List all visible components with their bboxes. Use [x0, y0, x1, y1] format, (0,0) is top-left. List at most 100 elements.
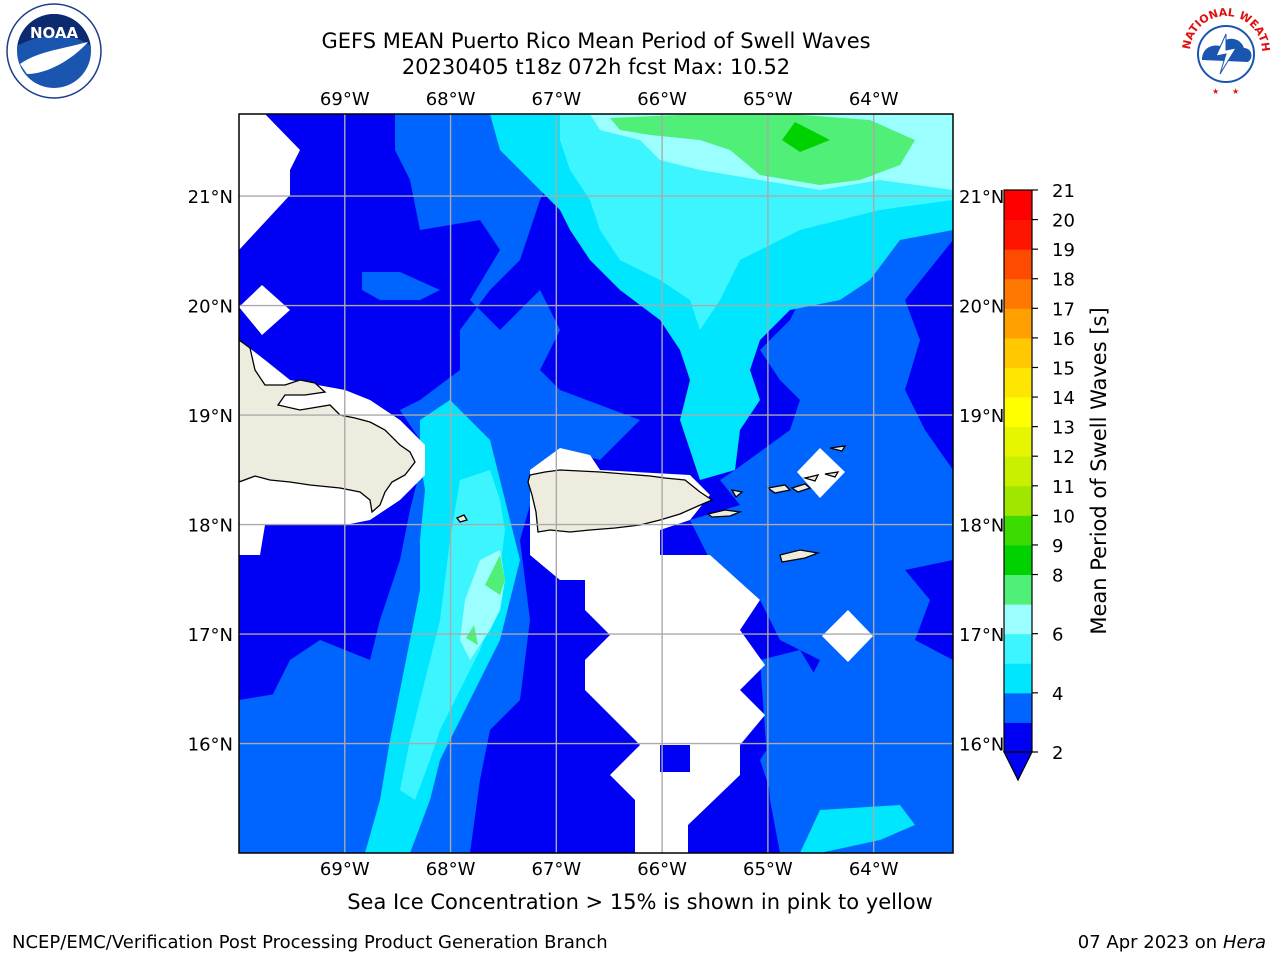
footer-branch: NCEP/EMC/Verification Post Processing Pr… [12, 932, 608, 953]
swell-band-9-10-c [466, 625, 478, 645]
colorbar-tick-label: 2 [1052, 743, 1063, 764]
footer-date-text: 07 Apr 2023 on [1077, 932, 1218, 953]
lon-ticks-top: 69°W 68°W 67°W 66°W 65°W 64°W [320, 89, 899, 110]
colorbar-tick-label: 12 [1052, 447, 1075, 468]
graticule [239, 114, 953, 853]
lon-ticks-bottom: 69°W 68°W 67°W 66°W 65°W 64°W [320, 859, 899, 880]
colorbar-tick-label: 15 [1052, 358, 1075, 379]
colorbar-segment [1004, 604, 1032, 635]
colorbar: 2 4 6 8 9 10 11 12 13 14 15 16 17 18 19 20 21 [1003, 181, 1075, 782]
colorbar-frame [1003, 189, 1033, 753]
colorbar-tick-label: 6 [1052, 625, 1063, 646]
lat-tick-left: 18°N [188, 516, 233, 537]
sea-ice-note: Sea Ice Concentration > 15% is shown in … [0, 890, 1280, 914]
lon-tick-top: 68°W [426, 89, 476, 110]
colorbar-segment [1004, 515, 1032, 546]
colorbar-tick-label: 14 [1052, 388, 1075, 409]
colorbar-tick-label: 11 [1052, 477, 1075, 498]
chart-title: GEFS MEAN Puerto Rico Mean Period of Swe… [321, 29, 871, 53]
sea-ice-note-text: Sea Ice Concentration > 15% is shown in … [347, 890, 933, 914]
lon-tick-top: 64°W [849, 89, 899, 110]
colorbar-under-arrow [1003, 751, 1033, 782]
swell-band-3-4-b [239, 690, 345, 853]
colorbar-segment [1004, 544, 1032, 576]
noaa-logo-text: NOAA [30, 24, 79, 42]
swell-band-4-6-c [800, 805, 915, 853]
st-croix [779, 549, 821, 563]
st-thomas [766, 484, 792, 494]
lat-tick-right: 16°N [959, 735, 1004, 756]
lon-tick-top: 67°W [531, 89, 581, 110]
lon-tick-top: 66°W [637, 89, 687, 110]
colorbar-segment [1004, 190, 1032, 221]
lat-tick-left: 16°N [188, 735, 233, 756]
land [239, 339, 847, 563]
lat-ticks-left: 21°N 20°N 19°N 18°N 17°N 16°N [188, 187, 233, 755]
footer-date: 07 Apr 2023 on Hera [1078, 932, 1266, 953]
lon-tick-bottom: 67°W [531, 859, 581, 880]
noaa-logo: NOAA [6, 3, 102, 99]
lat-tick-right: 20°N [959, 297, 1004, 318]
colorbar-label: Mean Period of Swell Waves [s] [1087, 307, 1111, 634]
colorbar-segment [1004, 722, 1032, 753]
lon-tick-bottom: 69°W [320, 859, 370, 880]
svg-text:★: ★ [1212, 87, 1219, 96]
colorbar-tick-label: 19 [1052, 240, 1075, 261]
colorbar-tick-label: 18 [1052, 270, 1075, 291]
lon-tick-bottom: 68°W [426, 859, 476, 880]
lat-tick-right: 19°N [959, 406, 1004, 427]
colorbar-tick-label: 21 [1052, 181, 1075, 202]
colorbar-segment [1004, 397, 1032, 428]
anguilla [829, 445, 847, 452]
hispaniola [239, 339, 416, 514]
colorbar-segment [1004, 367, 1032, 398]
tortola [802, 474, 820, 482]
puerto-rico [527, 469, 714, 533]
colorbar-tick-label: 20 [1052, 211, 1075, 232]
lat-ticks-right: 21°N 20°N 19°N 18°N 17°N 16°N [959, 187, 1004, 755]
lat-tick-left: 17°N [188, 625, 233, 646]
map-frame [238, 113, 954, 854]
colorbar-tick-label: 13 [1052, 418, 1075, 439]
vieques [706, 509, 743, 518]
lat-tick-left: 20°N [188, 297, 233, 318]
culebra [730, 489, 744, 498]
anegada [824, 471, 840, 478]
lon-tick-bottom: 64°W [849, 859, 899, 880]
colorbar-segment [1004, 249, 1032, 280]
colorbar-segment [1004, 337, 1032, 368]
nws-logo: NATIONAL WEATHER SERVICE ★ ★ [1176, 4, 1272, 98]
colorbar-tick-label: 10 [1052, 506, 1075, 527]
lat-tick-right: 17°N [959, 625, 1004, 646]
colorbar-tick-label: 16 [1052, 329, 1075, 350]
st-john [790, 483, 812, 493]
lon-tick-top: 65°W [743, 89, 793, 110]
colorbar-tick-label: 17 [1052, 299, 1075, 320]
lon-tick-bottom: 66°W [637, 859, 687, 880]
colorbar-segment [1004, 574, 1032, 605]
colorbar-segment [1004, 219, 1032, 250]
svg-text:★: ★ [1232, 87, 1239, 96]
colorbar-segment [1004, 663, 1032, 694]
map-fields [239, 114, 953, 853]
colorbar-segment [1004, 485, 1032, 516]
colorbar-segment [1004, 633, 1032, 664]
mona-island [455, 514, 468, 523]
colorbar-segment [1004, 278, 1032, 309]
lat-tick-right: 18°N [959, 516, 1004, 537]
colorbar-segment [1004, 456, 1032, 487]
colorbar-tick-label: 9 [1052, 536, 1063, 557]
swell-band-9-10 [610, 114, 915, 185]
swell-band-3-4-c [760, 650, 953, 853]
colorbar-segment [1004, 426, 1032, 457]
swell-band-9-10-b [485, 555, 505, 595]
footer-machine: Hera [1222, 932, 1266, 953]
lon-tick-top: 69°W [320, 89, 370, 110]
colorbar-segment [1004, 308, 1032, 339]
chart-subtitle: 20230405 t18z 072h fcst Max: 10.52 [401, 55, 791, 79]
lat-tick-left: 21°N [188, 187, 233, 208]
lat-tick-right: 21°N [959, 187, 1004, 208]
colorbar-tick-label: 8 [1052, 566, 1063, 587]
swell-band-6-8-b [400, 470, 505, 800]
